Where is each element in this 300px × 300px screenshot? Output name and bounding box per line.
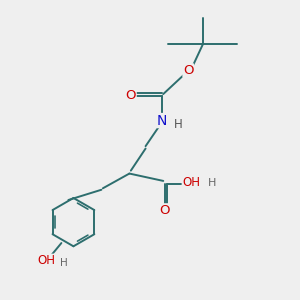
Text: OH: OH (38, 254, 56, 267)
Text: O: O (183, 64, 194, 77)
Text: O: O (126, 89, 136, 102)
Text: N: N (157, 114, 167, 128)
Text: H: H (174, 118, 182, 130)
Text: O: O (160, 204, 170, 217)
Text: H: H (60, 258, 68, 268)
Text: H: H (208, 178, 216, 188)
Text: OH: OH (182, 176, 200, 190)
